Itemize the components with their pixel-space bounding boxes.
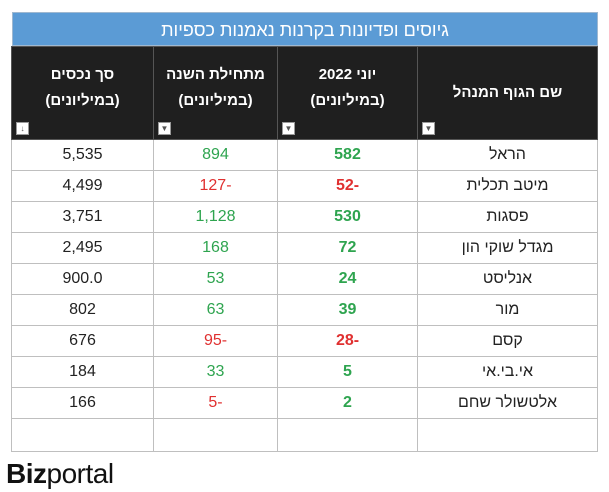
funds-table: שם הגוף המנהל ▼ יוני 2022 (במיליונים) ▼ מ…	[11, 46, 598, 452]
cell-ytd[interactable]: -127	[153, 170, 278, 202]
bizportal-logo: Bizportal	[6, 458, 114, 489]
cell-manager[interactable]: אי.בי.אי	[417, 356, 598, 388]
cell-assets[interactable]: 676	[11, 325, 154, 357]
cell-assets[interactable]: 900.0	[11, 263, 154, 295]
cell-june[interactable]: 582	[277, 139, 418, 171]
empty-cell	[153, 418, 278, 452]
table-row: קסם -28 -95 676	[11, 325, 598, 357]
table-row: אי.בי.אי 5 33 184	[11, 356, 598, 388]
header-ytd-line2: (במיליונים)	[178, 92, 253, 109]
cell-manager[interactable]: קסם	[417, 325, 598, 357]
header-manager-label: שם הגוף המנהל	[452, 84, 563, 101]
cell-june[interactable]: 530	[277, 201, 418, 233]
cell-assets[interactable]: 802	[11, 294, 154, 326]
cell-ytd[interactable]: 63	[153, 294, 278, 326]
cell-assets[interactable]: 2,495	[11, 232, 154, 264]
cell-assets[interactable]: 5,535	[11, 139, 154, 171]
cell-ytd[interactable]: 1,128	[153, 201, 278, 233]
cell-june[interactable]: 24	[277, 263, 418, 295]
table-row: מגדל שוקי הון 72 168 2,495	[11, 232, 598, 264]
table-row: מיטב תכלית -52 -127 4,499	[11, 170, 598, 202]
cell-manager[interactable]: מור	[417, 294, 598, 326]
dropdown-arrow-icon[interactable]: ▼	[282, 122, 295, 135]
table-body: הראל 582 894 5,535 מיטב תכלית -52 -127 4,499 פסג…	[11, 139, 598, 452]
table-row: אנליסט 24 53 900.0	[11, 263, 598, 295]
cell-manager[interactable]: מגדל שוקי הון	[417, 232, 598, 264]
cell-june[interactable]: 72	[277, 232, 418, 264]
cell-manager[interactable]: פסגות	[417, 201, 598, 233]
empty-cell	[277, 418, 418, 452]
cell-june[interactable]: -28	[277, 325, 418, 357]
cell-june[interactable]: 5	[277, 356, 418, 388]
cell-ytd[interactable]: 33	[153, 356, 278, 388]
cell-ytd[interactable]: 894	[153, 139, 278, 171]
cell-june[interactable]: -52	[277, 170, 418, 202]
empty-cell	[417, 418, 598, 452]
header-ytd-line1: מתחילת השנה	[166, 66, 265, 83]
dropdown-arrow-icon[interactable]: ▼	[422, 122, 435, 135]
header-row: שם הגוף המנהל ▼ יוני 2022 (במיליונים) ▼ מ…	[11, 46, 598, 140]
cell-ytd[interactable]: -95	[153, 325, 278, 357]
header-june: יוני 2022 (במיליונים) ▼	[277, 46, 418, 140]
cell-manager[interactable]: מיטב תכלית	[417, 170, 598, 202]
cell-assets[interactable]: 184	[11, 356, 154, 388]
table-row: אלטשולר שחם 2 -5 166	[11, 387, 598, 419]
table-row: פסגות 530 1,128 3,751	[11, 201, 598, 233]
header-manager: שם הגוף המנהל ▼	[417, 46, 598, 140]
cell-manager[interactable]: הראל	[417, 139, 598, 171]
sort-descending-icon[interactable]: ↓	[16, 122, 29, 135]
cell-manager[interactable]: אלטשולר שחם	[417, 387, 598, 419]
header-assets-line1: סך נכסים	[50, 66, 115, 83]
cell-manager[interactable]: אנליסט	[417, 263, 598, 295]
table-row: הראל 582 894 5,535	[11, 139, 598, 171]
empty-row	[11, 418, 598, 452]
spreadsheet-table-container: גיוסים ופדיונות בקרנות נאמנות כספיות שם …	[11, 12, 598, 452]
table-title: גיוסים ופדיונות בקרנות נאמנות כספיות	[12, 12, 598, 46]
header-assets: סך נכסים (במיליונים) ↓	[11, 46, 154, 140]
cell-assets[interactable]: 166	[11, 387, 154, 419]
header-june-line1: יוני 2022	[318, 66, 377, 83]
cell-ytd[interactable]: -5	[153, 387, 278, 419]
cell-ytd[interactable]: 168	[153, 232, 278, 264]
cell-assets[interactable]: 4,499	[11, 170, 154, 202]
dropdown-arrow-icon[interactable]: ▼	[158, 122, 171, 135]
cell-june[interactable]: 39	[277, 294, 418, 326]
cell-assets[interactable]: 3,751	[11, 201, 154, 233]
header-june-line2: (במיליונים)	[310, 92, 385, 109]
empty-cell	[11, 418, 154, 452]
cell-ytd[interactable]: 53	[153, 263, 278, 295]
table-row: מור 39 63 802	[11, 294, 598, 326]
cell-june[interactable]: 2	[277, 387, 418, 419]
header-ytd: מתחילת השנה (במיליונים) ▼	[153, 46, 278, 140]
header-assets-line2: (במיליונים)	[45, 92, 120, 109]
